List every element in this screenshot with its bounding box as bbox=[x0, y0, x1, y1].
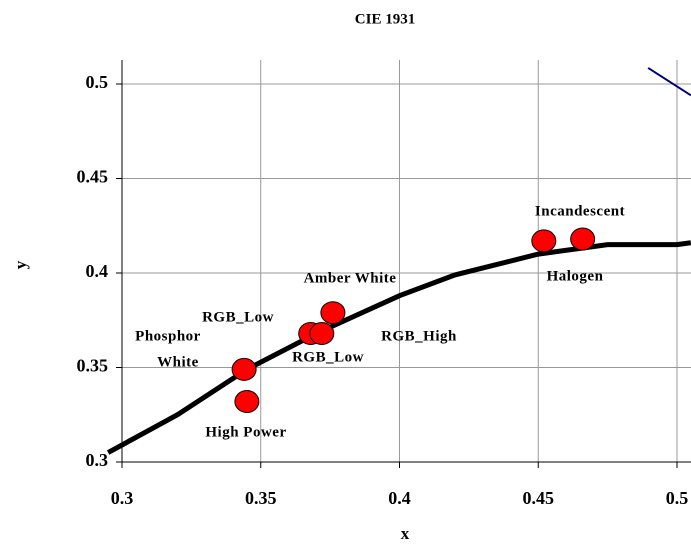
x-tick-label: 0.35 bbox=[245, 488, 277, 508]
point bbox=[231, 357, 257, 381]
annotation: Phosphor bbox=[135, 328, 201, 344]
y-tick-label: 0.45 bbox=[77, 167, 109, 187]
planckian-locus bbox=[106, 240, 691, 455]
y-tick-label: 0.3 bbox=[86, 450, 109, 470]
x-tick-label: 0.4 bbox=[388, 488, 411, 508]
annotation: White bbox=[157, 354, 199, 370]
x-tick-label: 0.5 bbox=[666, 488, 689, 508]
spectral-locus bbox=[647, 67, 691, 97]
point bbox=[320, 301, 346, 325]
point bbox=[570, 227, 596, 251]
point bbox=[234, 390, 260, 414]
annotation: Incandescent bbox=[535, 203, 625, 219]
x-axis-label: x bbox=[401, 524, 410, 543]
y-tick-label: 0.35 bbox=[77, 356, 109, 376]
point bbox=[531, 229, 557, 253]
annotation: RGB_High bbox=[381, 328, 457, 344]
annotation: High Power bbox=[205, 424, 286, 440]
point bbox=[309, 321, 335, 345]
annotation: Halogen bbox=[547, 268, 604, 284]
y-tick-label: 0.5 bbox=[86, 72, 109, 92]
chart-title: CIE 1931 bbox=[355, 11, 415, 27]
annotation: Amber White bbox=[304, 270, 397, 286]
x-tick-label: 0.3 bbox=[111, 488, 134, 508]
y-axis-label: y bbox=[11, 260, 30, 269]
x-tick-label: 0.45 bbox=[523, 488, 555, 508]
annotation: RGB_Low bbox=[202, 309, 274, 325]
y-tick-label: 0.4 bbox=[86, 261, 109, 281]
annotation: RGB_Low bbox=[292, 349, 364, 365]
